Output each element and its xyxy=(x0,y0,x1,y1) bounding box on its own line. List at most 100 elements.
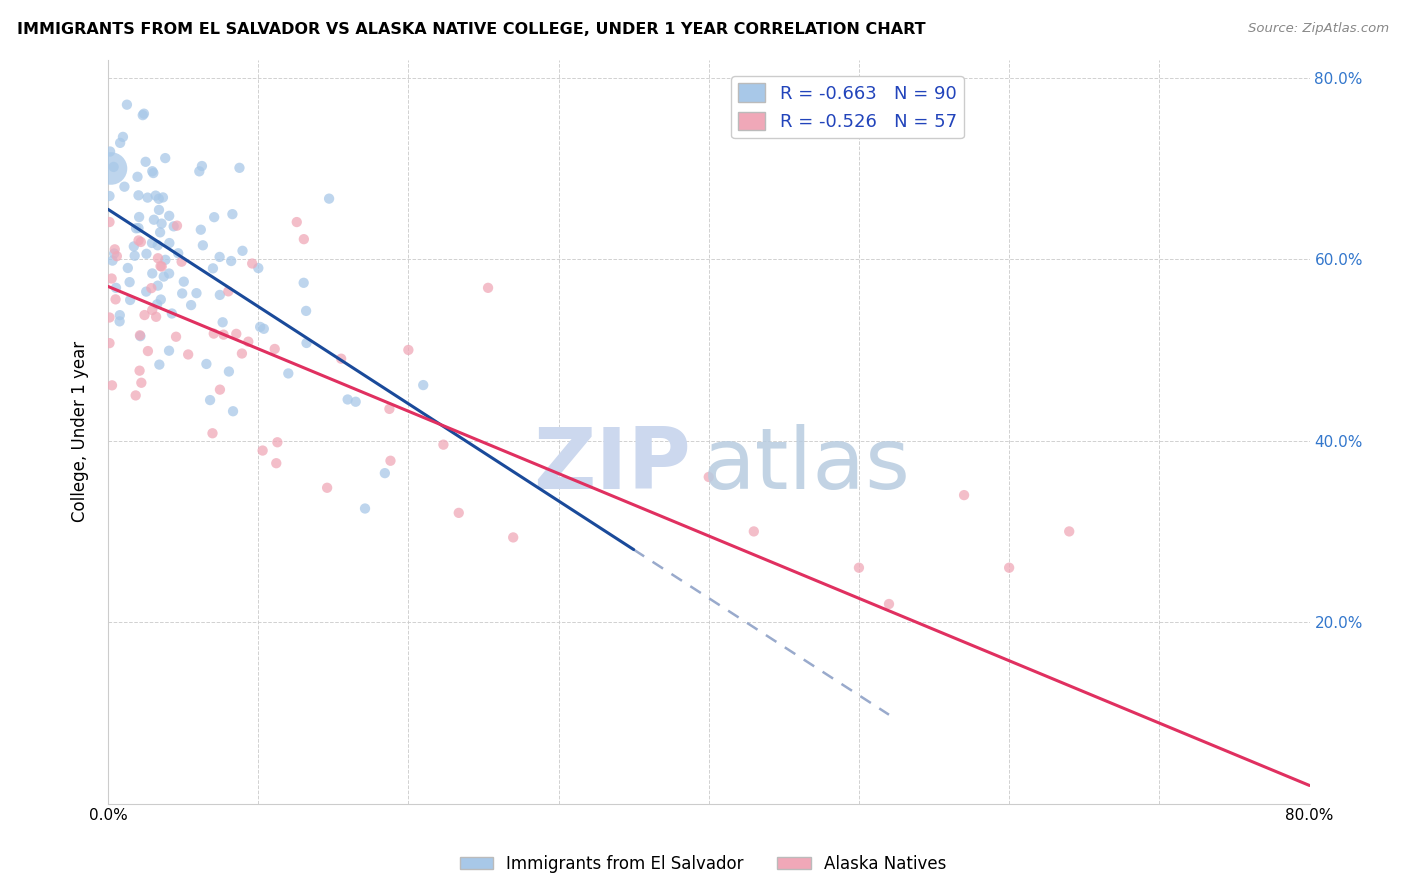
Point xyxy=(146,251,169,265)
Point xyxy=(108,314,131,328)
Point xyxy=(186,286,208,301)
Legend: Immigrants from El Salvador, Alaska Natives: Immigrants from El Salvador, Alaska Nati… xyxy=(453,848,953,880)
Point xyxy=(336,392,359,407)
Point xyxy=(167,246,190,260)
Point xyxy=(170,254,193,268)
Point xyxy=(1057,524,1080,539)
Point xyxy=(191,238,214,252)
Point xyxy=(131,376,153,390)
Point xyxy=(208,250,231,264)
Point xyxy=(188,164,211,178)
Point xyxy=(141,164,163,178)
Point xyxy=(125,221,148,235)
Point xyxy=(432,437,454,451)
Point xyxy=(100,161,122,176)
Point xyxy=(152,190,174,204)
Point xyxy=(697,470,720,484)
Point xyxy=(502,530,524,544)
Point xyxy=(142,212,165,227)
Point xyxy=(180,298,202,312)
Point xyxy=(228,161,250,175)
Point xyxy=(166,219,188,233)
Point xyxy=(141,303,163,318)
Point xyxy=(212,327,235,342)
Point xyxy=(122,239,145,253)
Point xyxy=(160,306,183,320)
Point xyxy=(330,351,353,366)
Point xyxy=(238,334,260,349)
Point xyxy=(998,560,1021,574)
Point xyxy=(98,215,121,229)
Point xyxy=(249,320,271,334)
Point xyxy=(141,267,163,281)
Point xyxy=(190,223,212,237)
Point xyxy=(112,179,135,194)
Point xyxy=(134,308,156,322)
Point xyxy=(101,378,124,392)
Point xyxy=(104,281,127,295)
Point xyxy=(292,232,315,246)
Point xyxy=(155,252,177,267)
Point xyxy=(247,261,270,276)
Point xyxy=(142,166,165,180)
Point xyxy=(318,192,340,206)
Point xyxy=(136,344,159,359)
Point xyxy=(127,221,149,235)
Point xyxy=(191,159,214,173)
Point xyxy=(953,488,976,502)
Point xyxy=(447,506,470,520)
Point xyxy=(157,209,180,223)
Point xyxy=(201,261,224,276)
Point xyxy=(848,560,870,574)
Point xyxy=(252,443,274,458)
Point xyxy=(149,259,172,273)
Text: atlas: atlas xyxy=(703,424,911,507)
Point xyxy=(295,304,318,318)
Point xyxy=(124,249,146,263)
Point xyxy=(222,404,245,418)
Point xyxy=(148,192,170,206)
Point xyxy=(104,293,127,307)
Point xyxy=(129,329,152,343)
Point xyxy=(877,597,900,611)
Point xyxy=(344,394,367,409)
Point xyxy=(146,297,169,311)
Point xyxy=(374,466,396,480)
Point xyxy=(145,310,167,324)
Point xyxy=(141,281,163,295)
Point xyxy=(149,293,172,307)
Point xyxy=(163,219,186,234)
Point xyxy=(225,326,247,341)
Point xyxy=(173,275,195,289)
Point xyxy=(263,342,285,356)
Point xyxy=(277,367,299,381)
Point xyxy=(98,310,121,325)
Point xyxy=(316,481,339,495)
Point xyxy=(145,188,167,202)
Point xyxy=(135,247,157,261)
Point xyxy=(217,285,239,299)
Point xyxy=(115,97,138,112)
Point xyxy=(201,426,224,441)
Text: ZIP: ZIP xyxy=(533,424,690,507)
Point xyxy=(155,151,177,165)
Text: Source: ZipAtlas.com: Source: ZipAtlas.com xyxy=(1249,22,1389,36)
Point xyxy=(150,260,173,274)
Point xyxy=(132,108,155,122)
Point xyxy=(108,136,131,150)
Point xyxy=(208,288,231,302)
Point xyxy=(103,160,125,174)
Point xyxy=(146,238,169,252)
Point xyxy=(218,365,240,379)
Point xyxy=(221,207,243,221)
Y-axis label: College, Under 1 year: College, Under 1 year xyxy=(72,341,89,522)
Point xyxy=(266,435,288,450)
Point xyxy=(172,286,194,301)
Point xyxy=(219,254,242,268)
Point xyxy=(378,401,401,416)
Point xyxy=(101,253,124,268)
Point xyxy=(148,358,170,372)
Point xyxy=(117,260,139,275)
Point xyxy=(128,210,150,224)
Point xyxy=(231,244,253,258)
